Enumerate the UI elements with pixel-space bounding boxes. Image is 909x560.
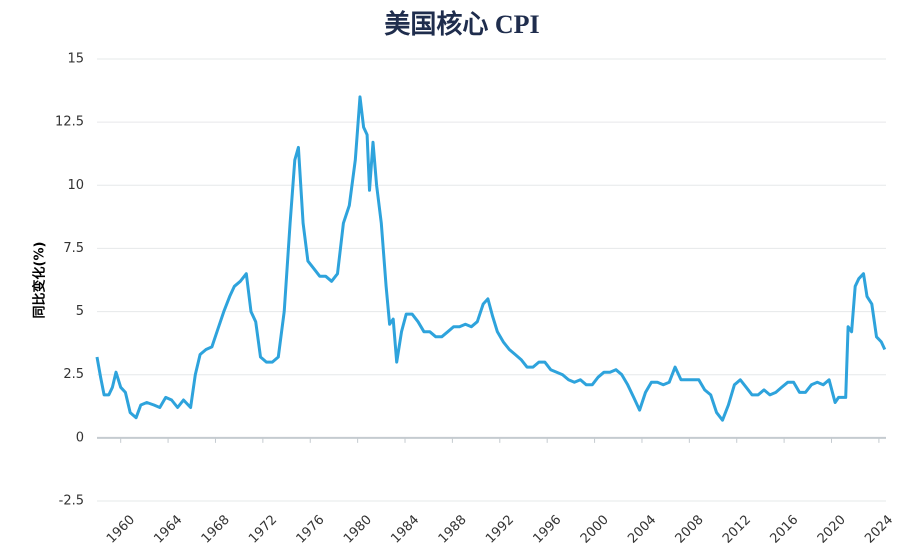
x-tick-label: 1972 [246,513,280,547]
x-tick-label: 1980 [341,513,375,547]
x-tick-label: 2024 [862,513,896,547]
x-tick-label: 1964 [151,513,185,547]
x-tick-label: 2020 [815,513,849,547]
x-tick-label: 2008 [673,513,707,547]
x-tick-label: 1996 [530,513,564,547]
y-axis-label: 同比变化(%) [32,242,48,319]
x-tick-label: 1960 [104,513,138,547]
y-tick-label: 10 [67,178,84,193]
x-tick-label: 1988 [436,513,470,547]
y-tick-label: 12.5 [55,115,84,130]
y-tick-label: 0 [76,430,84,445]
chart-title: 美国核心 CPI [384,9,539,39]
x-tick-label: 2016 [767,513,801,547]
y-tick-label: 2.5 [63,367,84,382]
x-tick-label: 2000 [578,513,612,547]
x-tick-label: 1976 [294,513,328,547]
x-tick-label: 1984 [388,513,422,547]
y-tick-label: 15 [67,52,84,67]
x-tick-label: 1968 [199,513,233,547]
x-tick-label: 1992 [483,513,517,547]
y-tick-label: 7.5 [63,241,84,256]
y-tick-label: -2.5 [59,494,84,509]
data-line [95,95,887,422]
y-tick-label: 5 [76,304,84,319]
x-tick-label: 2012 [720,513,754,547]
x-tick-label: 2004 [625,513,659,547]
